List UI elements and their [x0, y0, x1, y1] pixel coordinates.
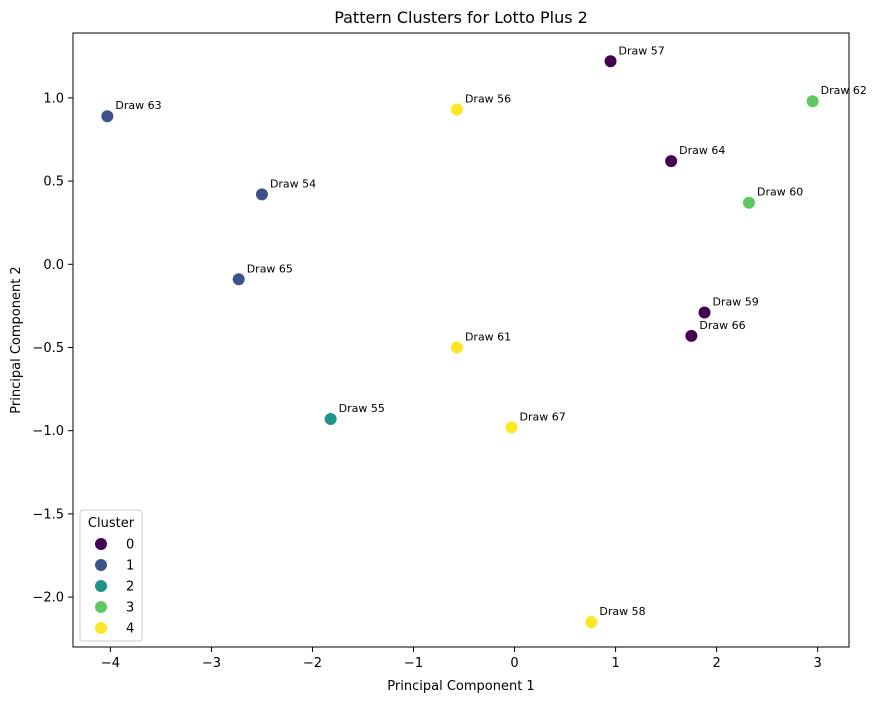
- legend: Cluster 0 1 2 3 4: [79, 509, 143, 642]
- x-tick-label: 1: [611, 656, 619, 671]
- data-point-label: Draw 64: [679, 144, 725, 157]
- data-point: [585, 616, 598, 629]
- data-point-label: Draw 61: [465, 330, 511, 343]
- data-point: [665, 155, 678, 168]
- y-axis: 1.0 0.5 0.0 −0.5 −1.0 −1.5 −2.0: [32, 91, 73, 606]
- y-tick-label: −0.5: [32, 341, 64, 356]
- legend-marker: [95, 559, 107, 571]
- y-tick-label: −2.0: [32, 591, 64, 606]
- x-tick-label: −2: [303, 656, 322, 671]
- data-point: [255, 188, 268, 201]
- data-point: [450, 103, 463, 116]
- data-point: [685, 329, 698, 342]
- legend-entry-label: 4: [126, 622, 134, 637]
- x-tick-label: 2: [712, 656, 720, 671]
- data-point: [698, 306, 711, 319]
- data-point: [324, 413, 337, 426]
- data-point: [604, 55, 617, 68]
- data-point-label: Draw 56: [465, 93, 511, 106]
- legend-title: Cluster: [88, 516, 135, 531]
- data-point-label: Draw 62: [821, 84, 867, 97]
- data-point-label: Draw 55: [339, 402, 385, 415]
- legend-entries: 0 1 2 3 4: [95, 538, 134, 637]
- y-tick-label: −1.5: [32, 507, 64, 522]
- x-tick-label: −3: [202, 656, 221, 671]
- legend-marker: [95, 580, 107, 592]
- y-tick-label: 0.5: [43, 175, 64, 190]
- data-point-label: Draw 57: [619, 44, 665, 57]
- data-point: [450, 341, 463, 354]
- y-tick-label: 1.0: [43, 91, 64, 106]
- x-axis-label: Principal Component 1: [387, 679, 534, 694]
- legend-marker: [95, 538, 107, 550]
- data-point-label: Draw 60: [757, 186, 803, 199]
- legend-marker: [95, 622, 107, 634]
- plot-area: [72, 32, 850, 648]
- data-point-label: Draw 66: [699, 319, 745, 332]
- y-axis-label: Principal Component 2: [9, 266, 24, 413]
- legend-entry-label: 0: [126, 538, 134, 553]
- legend-entry-label: 1: [126, 559, 134, 574]
- y-tick-label: −1.0: [32, 424, 64, 439]
- data-point: [505, 421, 518, 434]
- chart-title: Pattern Clusters for Lotto Plus 2: [334, 8, 588, 27]
- data-point-label: Draw 59: [713, 296, 759, 309]
- data-point: [742, 196, 755, 209]
- data-point-label: Draw 54: [270, 177, 316, 190]
- data-point-label: Draw 67: [520, 410, 566, 423]
- x-tick-label: 3: [814, 656, 822, 671]
- data-point: [232, 273, 245, 286]
- x-axis: −4 −3 −2 −1 0 1 2 3: [101, 647, 822, 671]
- data-point: [101, 110, 114, 123]
- legend-entry-label: 3: [126, 601, 134, 616]
- data-point-label: Draw 65: [247, 262, 293, 275]
- y-tick-label: 0.0: [43, 258, 64, 273]
- x-tick-label: 0: [510, 656, 518, 671]
- legend-marker: [95, 601, 107, 613]
- data-point-label: Draw 63: [115, 99, 161, 112]
- data-points: Draw 57 Draw 64 Draw 59 Draw 66 Draw 63 Draw …: [101, 44, 867, 629]
- data-point-label: Draw 58: [599, 605, 645, 618]
- legend-entry-label: 2: [126, 580, 134, 595]
- data-point: [806, 95, 819, 108]
- x-tick-label: −4: [101, 656, 120, 671]
- x-tick-label: −1: [404, 656, 423, 671]
